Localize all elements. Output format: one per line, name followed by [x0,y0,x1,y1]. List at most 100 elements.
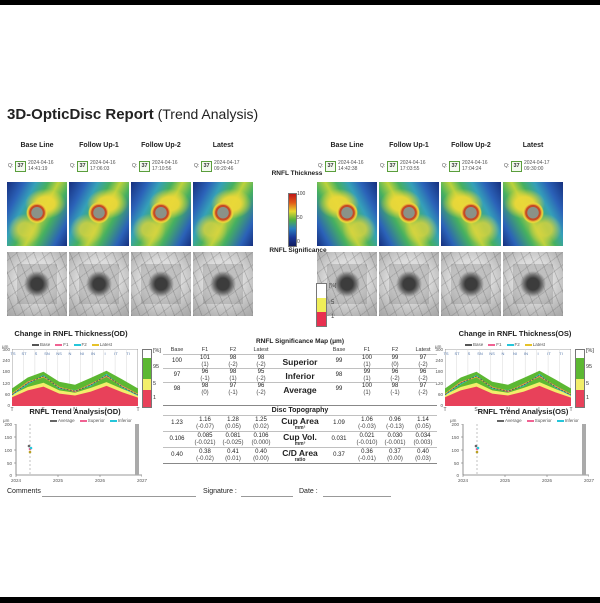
band-unit: [%] [153,348,161,354]
significance-legend-unit: [%] [329,283,337,289]
band-1 [576,390,584,407]
comments-input-line[interactable] [42,487,196,497]
rnfl-thickness-map[interactable] [7,182,67,246]
scan-column-od-latest: Latest Q: 37 2024-04-17 09:20:46 [193,140,253,380]
legend-item: Base [32,342,50,347]
trend-chart-od: μm 200 150 100 50 0 Average Superior Inf… [2,418,154,484]
quality-score-badge: 37 [77,161,88,172]
rnfl-thickness-map[interactable] [379,182,439,246]
od-f1: 0.085 (-0.021) [194,433,216,446]
legend-item: Inferior [556,418,579,423]
table-row-average: 98 98 (0) 97 (-1) 96 (-2) Average 99 100 (1)… [163,382,437,396]
rnfl-thickness-map[interactable] [317,182,377,246]
y-tick: 0 [456,473,459,478]
row-label: Inferior [285,370,315,381]
rnfl-thickness-map[interactable] [69,182,129,246]
legend-item: Inferior [109,418,132,423]
latest-line-swatch [524,343,532,346]
rnfl-significance-fundus[interactable] [379,252,439,316]
sector-label: SN [477,351,483,356]
od-base: 1.23 [171,420,183,426]
quality-score-badge: 37 [15,161,26,172]
rnfl-significance-fundus[interactable] [69,252,129,316]
signature-input-line[interactable] [241,487,293,497]
col-header: F2 [229,347,237,353]
scan-date: 2024-04-16 [28,160,54,166]
col-header: F2 [391,347,399,353]
x-tick: 2024 [457,478,468,483]
os-f1: 100 (1) [361,383,372,396]
date-input-line[interactable] [323,487,391,497]
scan-quality-row: Q: 37 2024-04-16 17:03:55 [379,159,439,175]
scan-quality-row: Q: 37 2024-04-17 09:30:00 [503,159,563,175]
legend-item: F2 [506,342,520,347]
y-tick: 120 [435,381,443,386]
od-latest: 0.40 (0.00) [253,449,269,462]
band-5 [143,379,151,390]
sector-label: S [467,351,471,356]
sector-label: IN [524,351,528,356]
x-tick: S [474,407,478,413]
sector-label: S [34,351,38,356]
y-tick: 50 [453,461,459,466]
rnfl-significance-fundus[interactable] [7,252,67,316]
x-tick: 2025 [52,478,63,483]
od-f1: 96 (-1) [200,369,210,382]
row-label: Cup Area mm² [281,416,319,431]
sector-label: TI [126,351,130,356]
sig-table-title: RNFL Significance Map (μm) [255,338,344,345]
rnfl-significance-map-table: RNFL Significance Map (μm) Base F1 F2 La… [163,337,437,396]
x-tick: N [506,407,510,413]
y-tick: 0 [7,403,10,408]
scan-quality-row: Q: 37 2024-04-17 09:20:46 [193,159,253,175]
tsnit-chart-os: Base F1 F2 Latest μm 300 240 180 120 60 … [433,342,595,414]
band-1-label: 1 [586,395,590,401]
os-base: 99 [335,358,343,364]
rnfl-significance-fundus[interactable] [317,252,377,316]
scan-column-title: Follow Up-1 [79,142,119,149]
rnfl-significance-fundus[interactable] [503,252,563,316]
os-latest: 0.40 (0.03) [415,449,431,462]
rnfl-significance-fundus[interactable] [131,252,191,316]
row-label: Superior [282,356,318,367]
scan-time: 09:20:46 [214,166,234,172]
legend-item: F1 [488,342,502,347]
f1-line-swatch [488,343,496,346]
legend-item: Superior [526,418,552,423]
os-f1: 0.021 (-0.010) [356,433,378,446]
rnfl-thickness-map[interactable] [441,182,501,246]
significance-p1-segment [317,312,326,326]
y-tick: 240 [2,358,10,363]
y-tick: 50 [6,461,12,466]
y-axis-unit: μm [3,418,10,423]
row-label: Cup Vol. mm³ [283,432,317,447]
rnfl-thickness-map[interactable] [131,182,191,246]
significance-p5-segment [317,298,326,312]
band-95 [576,358,584,379]
y-tick: 100 [4,448,12,453]
base-line-swatch [32,343,39,346]
rnfl-thickness-map[interactable] [503,182,563,246]
significance-legend-p5: 5 [331,300,335,306]
rnfl-significance-fundus[interactable] [441,252,501,316]
y-tick: 150 [451,435,459,440]
scan-datetime: 2024-04-17 09:20:46 [214,160,240,172]
rnfl-thickness-map[interactable] [193,182,253,246]
col-header: Latest [415,347,431,353]
x-tick: 2027 [136,478,147,483]
sector-label: I [537,351,539,356]
x-tick: T [10,407,14,413]
percentile-band-legend [142,349,152,408]
y-tick: 150 [4,435,12,440]
y-tick: 60 [437,392,443,397]
page-title-main: 3D-OpticDisc Report [7,106,154,123]
x-tick: 2025 [499,478,510,483]
rnfl-significance-fundus[interactable] [193,252,253,316]
trend-os-title: RNFL Trend Analysis(OS) [477,407,569,416]
od-f2: 1.28 (0.05) [225,417,241,430]
scan-time: 17:10:56 [152,166,172,172]
band-95-label: 95 [153,364,160,370]
col-header: F1 [363,347,371,353]
scan-datetime: 2024-04-16 17:03:55 [400,160,426,172]
